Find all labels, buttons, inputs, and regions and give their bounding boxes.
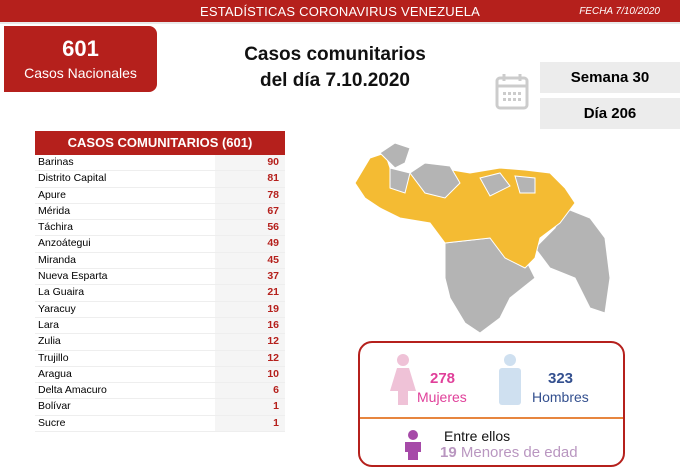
minors-text: 19 Menores de edad <box>440 444 578 461</box>
title-line2: del día 7.10.2020 <box>260 70 410 91</box>
table-row: Aragua 10 <box>35 366 285 384</box>
case-count: 12 <box>215 334 285 350</box>
case-count: 45 <box>215 252 285 269</box>
state-name: Apure <box>38 188 67 201</box>
title-line1: Casos comunitarios <box>244 44 426 65</box>
state-name: La Guaira <box>38 286 85 299</box>
state-name: Nueva Esparta <box>38 270 108 283</box>
table-row: Distrito Capital 81 <box>35 171 285 188</box>
table-row: Barinas 90 <box>35 155 285 172</box>
header-title: ESTADÍSTICAS CORONAVIRUS VENEZUELA <box>199 4 481 19</box>
table-row: Miranda 45 <box>35 252 285 270</box>
state-name: Delta Amacuro <box>38 384 107 397</box>
national-cases-card: 601 Casos Nacionales <box>4 26 157 92</box>
among-label: Entre ellos <box>444 428 511 444</box>
header-date: FECHA 7/10/2020 <box>579 6 660 17</box>
table-row: Zulia 12 <box>35 334 285 351</box>
state-name: Trujillo <box>38 351 69 364</box>
case-count: 1 <box>215 415 285 432</box>
cases-table: CASOS COMUNITARIOS (601) Barinas 90 Distri… <box>35 131 285 433</box>
case-count: 56 <box>215 220 285 236</box>
map-region-central <box>409 162 536 199</box>
national-label: Casos Nacionales <box>24 65 137 81</box>
case-count: 10 <box>215 366 285 383</box>
table-row: La Guaira 21 <box>35 285 285 302</box>
case-count: 19 <box>215 301 285 317</box>
state-name: Zulia <box>38 335 61 348</box>
map-region-lara <box>389 167 411 194</box>
state-name: Anzoátegui <box>38 237 91 250</box>
table-row: Yaracuy 19 <box>35 301 285 318</box>
week-label: Semana 30 <box>540 62 680 93</box>
state-name: Bolívar <box>38 400 71 413</box>
table-row: Apure 78 <box>35 187 285 204</box>
state-name: Sucre <box>38 416 66 429</box>
map-region-east <box>534 207 611 314</box>
table-row: Bolívar 1 <box>35 399 285 416</box>
table-header: CASOS COMUNITARIOS (601) <box>35 131 285 155</box>
table-row: Mérida 67 <box>35 203 285 221</box>
state-name: Miranda <box>38 253 76 266</box>
state-name: Lara <box>38 318 60 331</box>
women-count: 278 <box>430 370 456 387</box>
header-bar: ESTADÍSTICAS CORONAVIRUS VENEZUELA FECHA… <box>0 0 680 24</box>
state-name: Distrito Capital <box>38 172 107 185</box>
men-label: Hombres <box>532 389 589 405</box>
case-count: 1 <box>215 399 285 415</box>
national-count: 601 <box>62 36 99 61</box>
case-count: 21 <box>215 285 285 301</box>
child-icon <box>405 430 421 460</box>
case-count: 49 <box>215 236 285 252</box>
divider <box>360 417 623 419</box>
state-name: Barinas <box>38 156 74 168</box>
woman-icon <box>390 354 416 405</box>
state-name: Táchira <box>38 221 74 234</box>
table-row: Anzoátegui 49 <box>35 236 285 253</box>
women-label: Mujeres <box>417 389 467 405</box>
table-row: Nueva Esparta 37 <box>35 269 285 286</box>
case-count: 78 <box>215 187 285 203</box>
minors-count: 19 <box>440 444 457 461</box>
case-count: 67 <box>215 203 285 220</box>
case-count: 81 <box>215 171 285 187</box>
table-row: Táchira 56 <box>35 220 285 237</box>
case-count: 6 <box>215 383 285 399</box>
state-name: Mérida <box>38 204 71 217</box>
day-label: Día 206 <box>540 98 680 129</box>
venezuela-map <box>354 142 611 334</box>
case-count: 37 <box>215 269 285 285</box>
calendar-icon <box>495 74 529 110</box>
table-row: Trujillo 12 <box>35 350 285 367</box>
state-name: Aragua <box>38 367 72 380</box>
case-count: 12 <box>215 350 285 366</box>
table-row: Lara 16 <box>35 317 285 335</box>
table-row: Sucre 1 <box>35 415 285 433</box>
state-name: Yaracuy <box>38 302 76 315</box>
page-title: Casos comunitarios del día 7.10.2020 <box>210 42 460 94</box>
case-count: 16 <box>215 317 285 334</box>
table-row: Delta Amacuro 6 <box>35 383 285 400</box>
case-count: 90 <box>215 155 285 171</box>
minors-label: Menores de edad <box>460 444 578 461</box>
man-icon <box>499 354 521 405</box>
gender-summary-box: 278 Mujeres 323 Hombres Entre ellos 19 M… <box>358 341 625 467</box>
map-region-northwest <box>379 142 411 169</box>
men-count: 323 <box>548 370 574 387</box>
